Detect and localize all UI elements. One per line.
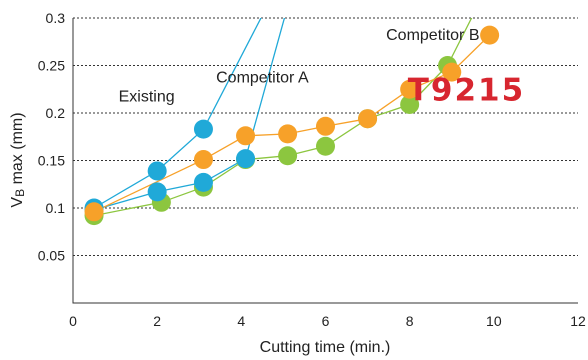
data-point-existing bbox=[193, 119, 213, 139]
series-label-existing: Existing bbox=[119, 89, 175, 106]
data-point-existing bbox=[147, 161, 167, 181]
x-tick-label: 6 bbox=[322, 313, 330, 329]
x-tick-label: 0 bbox=[69, 313, 77, 329]
y-tick-label: 0.2 bbox=[46, 105, 66, 121]
series-label-competitor-a: Competitor A bbox=[216, 70, 309, 87]
points-layer bbox=[84, 25, 500, 226]
data-point-competitor-b bbox=[193, 172, 213, 192]
data-point-t9215 bbox=[316, 116, 335, 136]
x-axis-title: Cutting time (min.) bbox=[260, 339, 391, 356]
y-tick-label: 0.15 bbox=[38, 153, 65, 169]
axes bbox=[72, 18, 578, 304]
data-point-competitor-b bbox=[236, 149, 256, 169]
data-point-competitor-b bbox=[147, 182, 167, 202]
data-point-competitor-a bbox=[400, 94, 420, 114]
data-point-t9215 bbox=[236, 126, 256, 146]
x-tick-label: 8 bbox=[406, 313, 414, 329]
data-point-t9215 bbox=[442, 62, 462, 82]
y-tick-label: 0.25 bbox=[38, 58, 65, 74]
series-line-competitor-a bbox=[93, 18, 473, 217]
y-tick-label: 0.1 bbox=[46, 200, 66, 216]
data-point-t9215 bbox=[358, 109, 378, 129]
annotations: Existing Competitor A Competitor B T9215 bbox=[119, 27, 525, 109]
x-tick-label: 12 bbox=[570, 313, 586, 329]
plot-frame-left-bottom bbox=[72, 18, 578, 304]
y-tick-label: 0.05 bbox=[38, 248, 65, 264]
x-tick-label: 10 bbox=[486, 313, 502, 329]
data-point-competitor-a bbox=[278, 146, 298, 166]
data-point-t9215 bbox=[400, 79, 420, 99]
data-point-t9215 bbox=[278, 124, 298, 144]
y-axis-title: VB max (mm) bbox=[9, 112, 27, 207]
y-tick-labels: 0.05 0.1 0.15 0.2 0.25 0.3 bbox=[38, 10, 65, 264]
x-tick-label: 4 bbox=[237, 313, 245, 329]
y-axis-title-v: V bbox=[9, 197, 26, 208]
data-point-t9215 bbox=[84, 202, 104, 222]
x-tick-labels: 0 2 4 6 8 10 12 bbox=[69, 313, 586, 329]
y-axis-title-sub: B bbox=[13, 189, 27, 197]
y-axis-title-rest: max (mm) bbox=[9, 112, 26, 188]
data-point-t9215 bbox=[480, 25, 500, 45]
x-tick-label: 2 bbox=[153, 313, 161, 329]
grade-logo-t9215: T9215 bbox=[408, 73, 525, 109]
series-line-existing bbox=[93, 18, 262, 209]
data-point-competitor-a bbox=[316, 136, 335, 156]
series-label-competitor-b: Competitor B bbox=[386, 27, 479, 44]
data-point-t9215 bbox=[193, 150, 213, 170]
y-tick-label: 0.3 bbox=[46, 10, 66, 26]
